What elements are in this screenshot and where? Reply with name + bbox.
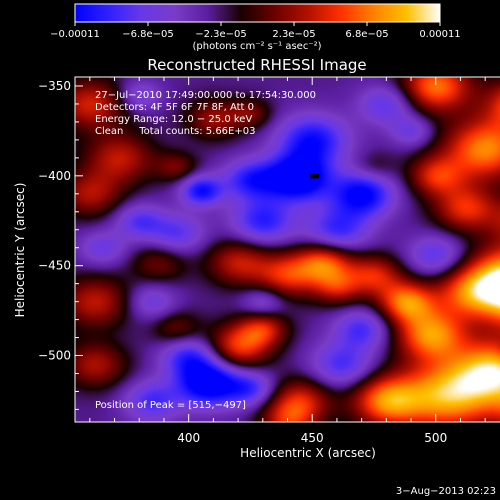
y-tick-label: −400 (38, 169, 71, 183)
axis-ticks: 400 450 500 −350 −400 −450 −500 (38, 77, 486, 445)
y-tick-label: −450 (38, 259, 71, 273)
colorbar-tick-label: −2.3e−05 (195, 29, 247, 40)
info-line-time: 27−Jul−2010 17:49:00.000 to 17:54:30.000 (95, 90, 316, 101)
colorbar-tick-label: 0.00011 (419, 29, 460, 40)
y-axis-label: Heliocentric Y (arcsec) (13, 183, 27, 318)
info-line-counts: Clean Total counts: 5.66E+03 (95, 126, 255, 137)
colorbar (75, 4, 440, 22)
x-axis-label: Heliocentric X (arcsec) (240, 446, 376, 460)
plot-frame (74, 76, 500, 423)
chart-title: Reconstructed RHESSI Image (147, 56, 366, 74)
peak-position-label: Position of Peak = [515,−497] (95, 400, 246, 411)
colorbar-tick-label: 6.8e−05 (345, 29, 388, 40)
info-line-energy: Energy Range: 12.0 − 25.0 keV (95, 114, 252, 125)
timestamp: 3−Aug−2013 02:23 (396, 486, 496, 497)
peak-marker (310, 173, 320, 179)
colorbar-frame (74, 3, 441, 23)
x-tick-label: 450 (301, 431, 324, 445)
x-tick-label: 400 (177, 431, 200, 445)
colorbar-tick-label: 2.3e−05 (272, 29, 315, 40)
colorbar-tick-label: −0.00011 (50, 29, 100, 40)
info-line-detectors: Detectors: 4F 5F 6F 7F 8F, Att 0 (95, 102, 254, 113)
y-tick-label: −500 (38, 349, 71, 363)
colorbar-tick-label: −6.8e−05 (122, 29, 174, 40)
x-tick-label: 500 (424, 431, 447, 445)
colorbar-unit-label: (photons cm⁻² s⁻¹ asec⁻²) (192, 41, 321, 52)
y-tick-label: −350 (38, 79, 71, 93)
colorbar-ticks: −0.00011 −6.8e−05 −2.3e−05 2.3e−05 6.8e−05 0.… (50, 22, 461, 40)
